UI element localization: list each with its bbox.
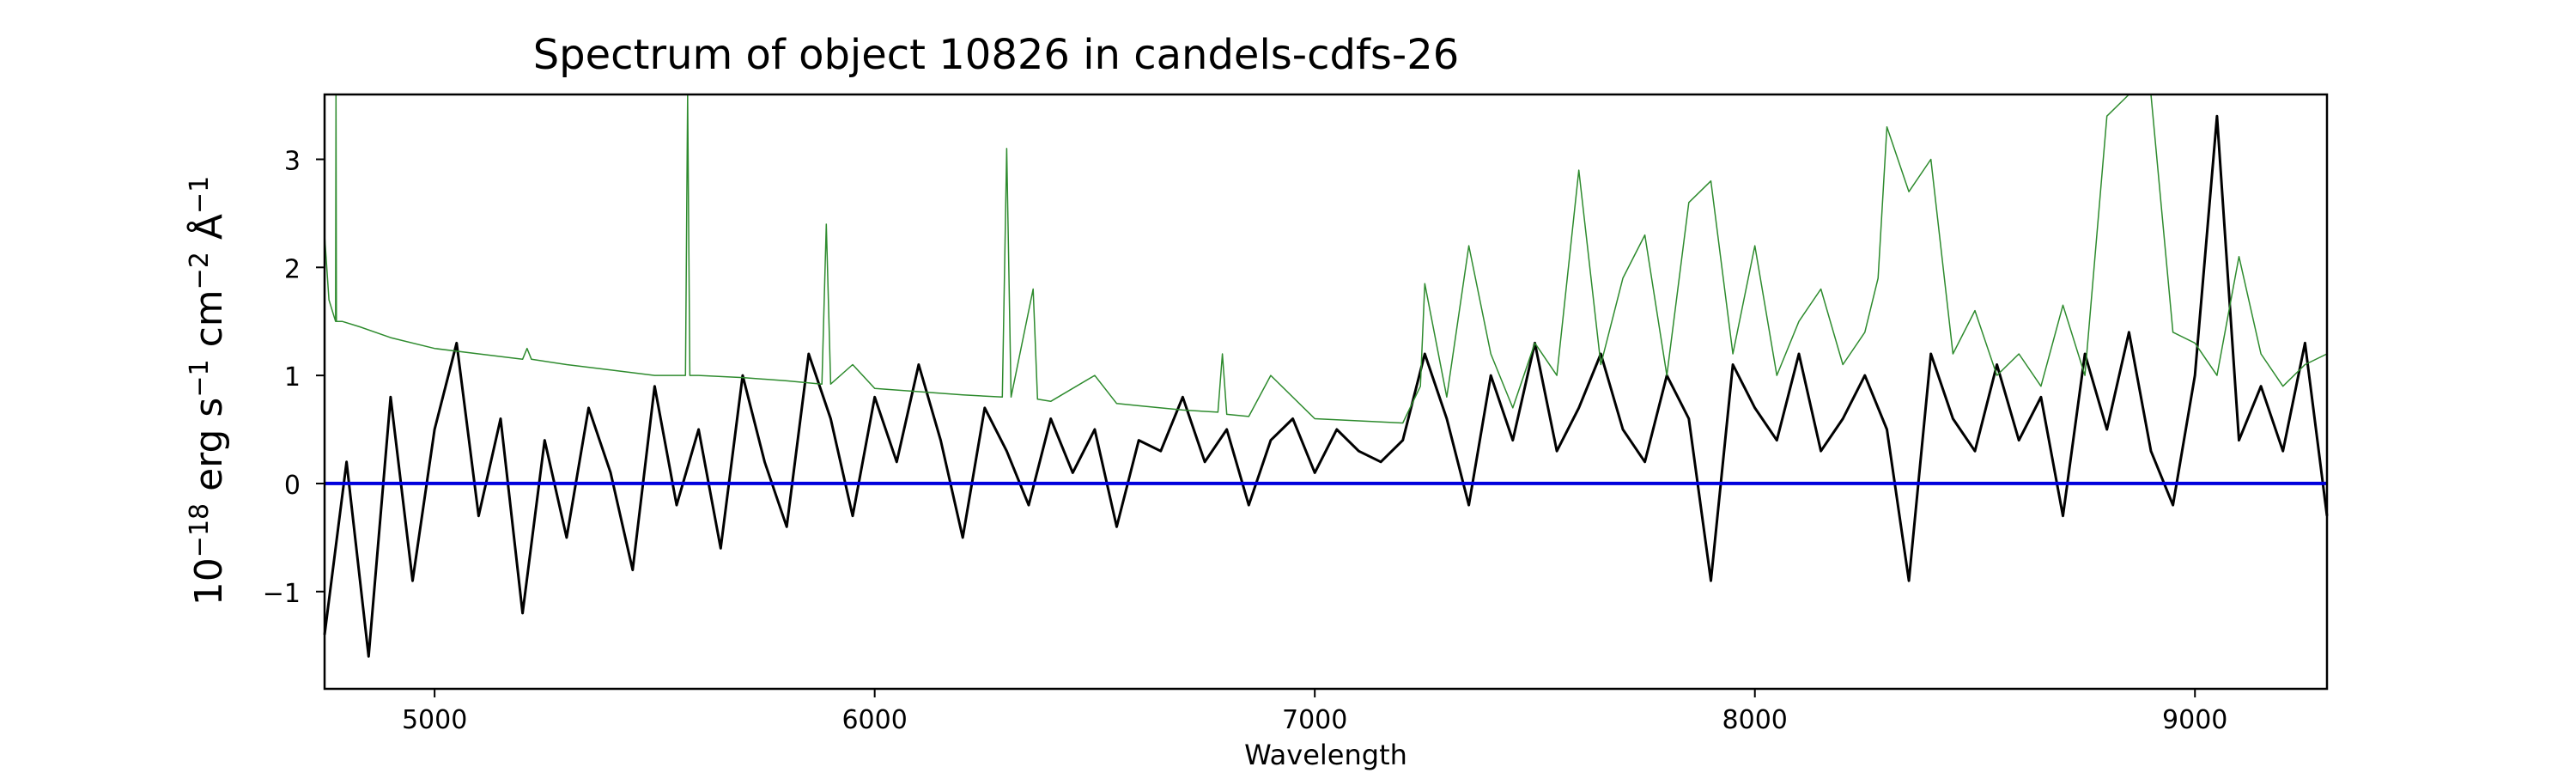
plot-frame bbox=[323, 93, 2329, 691]
y-label-exp4: −1 bbox=[185, 176, 215, 214]
x-tick-label: 6000 bbox=[841, 705, 907, 735]
y-tick-label: 1 bbox=[284, 362, 301, 393]
plot-series bbox=[323, 94, 2329, 658]
y-tick-label: 0 bbox=[284, 471, 301, 501]
x-tick-label: 9000 bbox=[2162, 705, 2227, 735]
y-tick-label: −1 bbox=[263, 579, 301, 609]
y-label-mid2: cm bbox=[187, 289, 231, 359]
x-tick-label: 7000 bbox=[1282, 705, 1347, 735]
y-tick-label: 3 bbox=[284, 146, 301, 176]
y-label-mid3: Å bbox=[185, 214, 231, 252]
x-axis-label: Wavelength bbox=[1244, 739, 1407, 771]
y-axis-ticks: −1 0 1 2 3 bbox=[263, 146, 325, 609]
y-label-exp1: −18 bbox=[185, 503, 215, 557]
y-label-exp2: −1 bbox=[185, 359, 215, 397]
chart-title: Spectrum of object 10826 in candels-cdfs… bbox=[533, 31, 1460, 79]
y-tick-label: 2 bbox=[284, 254, 301, 284]
y-axis-label: 10−18 erg s−1 cm−2 Å−1 bbox=[185, 176, 231, 606]
y-label-mid1: erg s bbox=[187, 398, 231, 503]
x-axis-ticks: 5000 6000 7000 8000 9000 bbox=[402, 689, 2227, 735]
error-line bbox=[324, 94, 2328, 424]
x-tick-label: 8000 bbox=[1722, 705, 1788, 735]
y-label-exp3: −2 bbox=[185, 252, 215, 289]
y-label-base: 10 bbox=[187, 557, 231, 606]
x-tick-label: 5000 bbox=[402, 705, 467, 735]
flux-line bbox=[323, 114, 2329, 658]
